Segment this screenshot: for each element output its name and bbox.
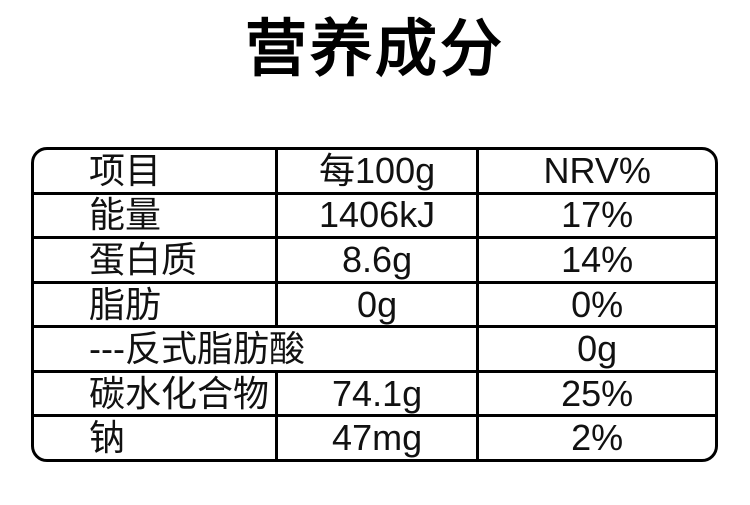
table-row-sodium: 钠 47mg 2% (34, 417, 715, 459)
cell-item-label: 碳水化合物 (34, 372, 278, 415)
table-row-fat: 脂肪 0g 0% (34, 283, 715, 329)
table-row-energy: 能量 1406kJ 17% (34, 194, 715, 240)
cell-nrv-value: 2% (571, 417, 624, 459)
cell-per100g-value: 74.1g (278, 372, 480, 415)
cell-item-label: 能量 (34, 194, 278, 237)
cell-per100g-value: 1406kJ (278, 194, 480, 237)
cell-item-label: 蛋白质 (34, 239, 278, 281)
table-row-trans-fat: ---反式脂肪酸 0g (34, 328, 715, 373)
table-row-carbohydrate: 碳水化合物 74.1g 25% (34, 372, 715, 418)
cell-per100g-value: 47mg (278, 417, 480, 459)
cell-item-label-merged: ---反式脂肪酸 (34, 328, 480, 370)
header-cell-nrv: NRV% (543, 150, 651, 191)
cell-per100g-value: 0g (278, 283, 480, 326)
cell-nrv-value: 0% (571, 283, 624, 325)
table-header-row: 项目 每100g NRV% (34, 150, 715, 195)
cell-item-label: 脂肪 (34, 283, 278, 326)
cell-nrv-value: 17% (561, 194, 634, 236)
cell-nrv-value: 14% (561, 239, 634, 280)
page-title: 营养成分 (244, 15, 505, 84)
header-cell-per100g: 每100g (278, 150, 480, 192)
cell-item-label: 钠 (34, 417, 278, 459)
nutrition-table: 项目 每100g NRV% 能量 1406kJ 17% 蛋白质 8.6g 14%… (31, 147, 718, 462)
cell-nrv-value: 0g (577, 328, 618, 370)
table-row-protein: 蛋白质 8.6g 14% (34, 239, 715, 284)
cell-per100g-value: 8.6g (278, 239, 480, 281)
header-cell-item: 项目 (34, 150, 278, 192)
cell-nrv-value: 25% (561, 372, 634, 414)
